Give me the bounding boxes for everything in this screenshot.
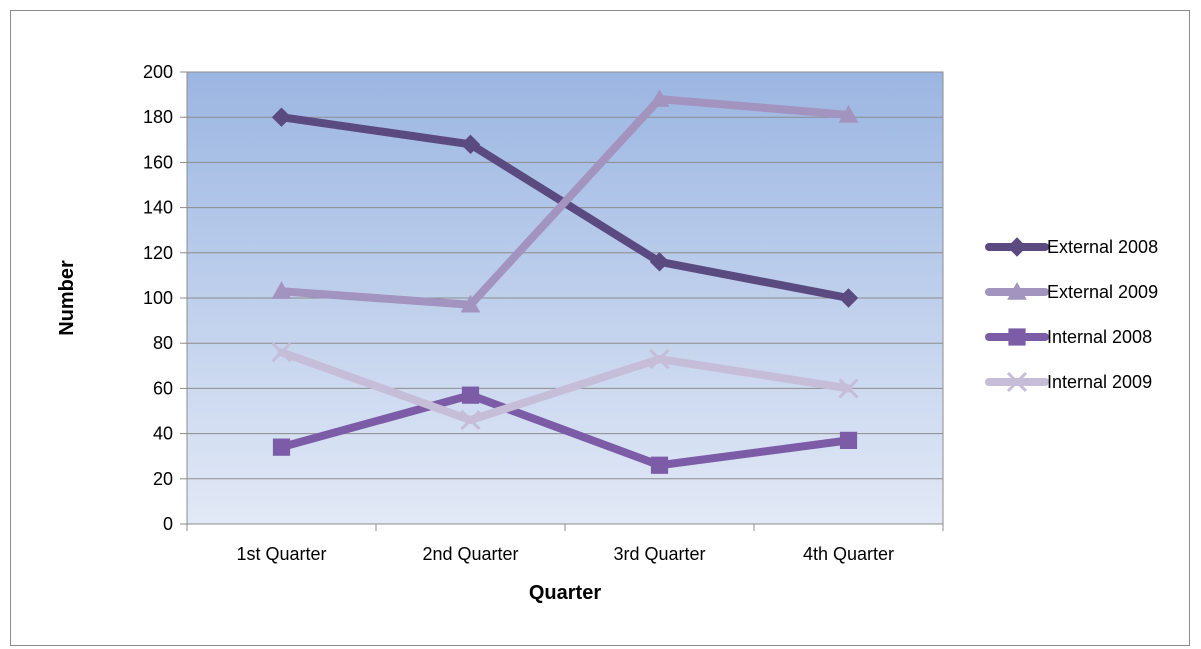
data-point xyxy=(650,456,669,474)
series-line xyxy=(277,95,853,309)
legend-label: Internal 2008 xyxy=(1047,327,1152,347)
legend-label: External 2008 xyxy=(1047,237,1158,257)
legend-item: Internal 2009 xyxy=(985,371,1152,393)
y-tick-label: 140 xyxy=(143,198,173,218)
legend-label: External 2009 xyxy=(1047,282,1158,302)
y-tick-label: 200 xyxy=(143,62,173,82)
legend-item: Internal 2008 xyxy=(985,327,1152,347)
y-tick-label: 40 xyxy=(153,424,173,444)
x-axis-ticks: 1st Quarter 2nd Quarter 3rd Quarter 4th Qua… xyxy=(236,544,894,564)
y-tick-label: 20 xyxy=(153,469,173,489)
legend-swatch-marker xyxy=(1008,328,1026,346)
series-line xyxy=(277,348,853,425)
series-external-2009 xyxy=(271,89,859,313)
x-tick-label: 4th Quarter xyxy=(803,544,894,564)
data-point xyxy=(271,107,292,127)
data-point xyxy=(649,252,670,272)
x-tick-label: 1st Quarter xyxy=(236,544,326,564)
legend-label: Internal 2009 xyxy=(1047,372,1152,392)
data-point xyxy=(461,386,480,404)
y-tick-label: 120 xyxy=(143,243,173,263)
data-point xyxy=(460,294,481,313)
legend: External 2008 External 2009 Internal 2008 I… xyxy=(985,237,1158,393)
data-point xyxy=(838,288,859,308)
data-point xyxy=(271,281,292,299)
x-tick-label: 2nd Quarter xyxy=(422,544,518,564)
y-tick-label: 60 xyxy=(153,378,173,398)
y-tick-label: 80 xyxy=(153,333,173,353)
data-point xyxy=(838,104,859,123)
y-tick-label: 180 xyxy=(143,107,173,127)
grid-lines xyxy=(180,71,944,531)
data-point xyxy=(272,438,291,456)
y-tick-label: 100 xyxy=(143,288,173,308)
data-point xyxy=(839,431,858,449)
y-tick-label: 0 xyxy=(163,514,173,534)
series-layer xyxy=(271,89,859,474)
data-point xyxy=(649,89,670,107)
y-axis-title: Number xyxy=(56,260,78,336)
legend-item: External 2009 xyxy=(985,281,1158,302)
legend-swatch-marker xyxy=(1006,371,1028,393)
series-line xyxy=(277,391,853,470)
series-internal-2009 xyxy=(271,342,859,431)
line-chart: 0 20 40 60 80 100 120 140 160 180 200 1st Quarter 2… xyxy=(56,62,1158,604)
data-point xyxy=(460,409,481,431)
y-tick-label: 160 xyxy=(143,152,173,172)
data-point xyxy=(649,348,670,370)
legend-swatch-marker xyxy=(1007,281,1027,300)
legend-item: External 2008 xyxy=(985,237,1158,257)
chart-frame: 0 20 40 60 80 100 120 140 160 180 200 1st Quarter 2… xyxy=(10,10,1190,646)
y-axis-ticks: 0 20 40 60 80 100 120 140 160 180 200 xyxy=(143,62,173,534)
data-point xyxy=(460,134,481,155)
legend-swatch-marker xyxy=(1007,237,1027,257)
x-axis-title: Quarter xyxy=(529,582,601,604)
x-tick-label: 3rd Quarter xyxy=(613,544,705,564)
series-internal-2008 xyxy=(272,386,858,474)
data-point xyxy=(271,342,292,363)
data-point xyxy=(838,378,859,399)
